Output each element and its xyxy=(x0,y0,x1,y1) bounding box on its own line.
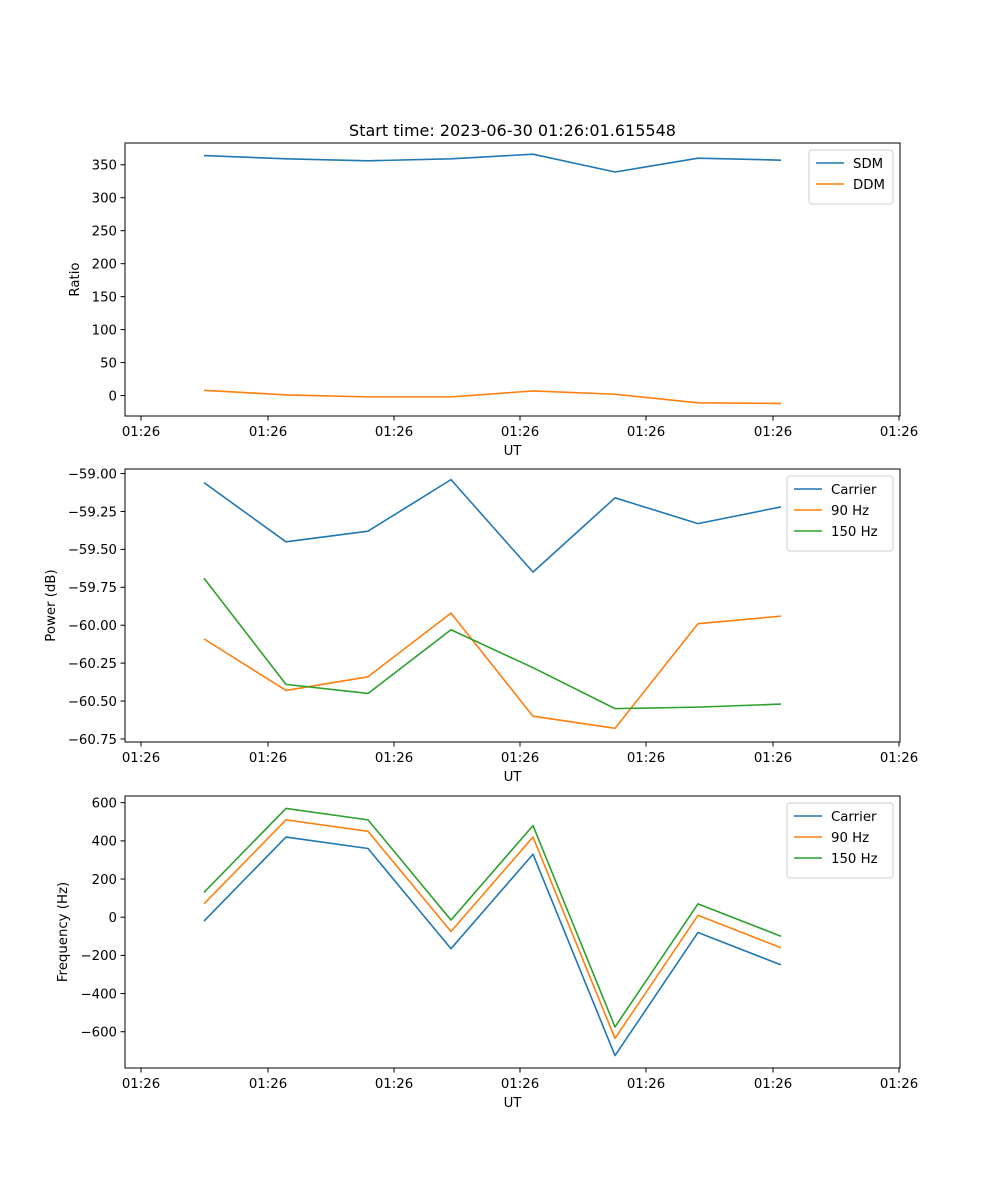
frequency-axes-frame xyxy=(124,795,901,1069)
frequency-legend-box xyxy=(786,802,894,879)
frequency-legend-label-0: Carrier xyxy=(831,810,877,825)
power-x-tick-label-2: 01:26 xyxy=(375,751,413,766)
frequency-x-tick-label-4: 01:26 xyxy=(627,1077,665,1092)
power-axes-frame xyxy=(124,468,901,743)
ratio-axes-frame xyxy=(124,142,901,417)
frequency-y-tick-label-5: 400 xyxy=(92,835,117,850)
ratio-y-tick-label-0: 0 xyxy=(109,389,117,404)
power-x-tick-label-1: 01:26 xyxy=(249,751,287,766)
power-series-line-0 xyxy=(203,478,782,573)
frequency-y-axis-label: Frequency (Hz) xyxy=(56,882,71,982)
power-series-line-1 xyxy=(203,612,782,730)
ratio-y-axis-label: Ratio xyxy=(68,262,83,296)
frequency-x-tick-label-5: 01:26 xyxy=(754,1077,792,1092)
frequency-x-tick-label-3: 01:26 xyxy=(501,1077,539,1092)
ratio-y-tick-label-1: 50 xyxy=(100,356,117,371)
power-y-tick-label-7: −59.00 xyxy=(68,467,117,482)
power-y-tick-label-5: −59.50 xyxy=(68,543,117,558)
ratio-y-tick-label-2: 100 xyxy=(92,323,117,338)
frequency-y-tick-label-0: −600 xyxy=(80,1026,117,1041)
ratio-legend-label-0: SDM xyxy=(853,157,883,172)
ratio-y-tick-label-7: 350 xyxy=(92,159,117,174)
power-x-tick-label-0: 01:26 xyxy=(122,751,160,766)
frequency-x-tick-label-1: 01:26 xyxy=(249,1077,287,1092)
ratio-series-line-0 xyxy=(203,153,782,173)
frequency-y-tick-label-4: 200 xyxy=(92,873,117,888)
power-legend-label-2: 150 Hz xyxy=(831,525,878,540)
frequency-legend-label-1: 90 Hz xyxy=(831,831,869,846)
frequency-y-tick-label-2: −200 xyxy=(80,949,117,964)
frequency-legend: Carrier 90 Hz 150 Hz xyxy=(786,802,894,879)
frequency-series-line-2 xyxy=(203,807,782,1028)
power-y-tick-label-3: −60.00 xyxy=(68,619,117,634)
power-x-tick-label-3: 01:26 xyxy=(501,751,539,766)
ratio-x-tick-label-5: 01:26 xyxy=(754,425,792,440)
frequency-x-tick-label-2: 01:26 xyxy=(375,1077,413,1092)
power-legend-label-1: 90 Hz xyxy=(831,504,869,519)
frequency-series-line-0 xyxy=(203,836,782,1057)
ratio-legend: SDM DDM xyxy=(808,149,894,205)
ratio-x-tick-label-1: 01:26 xyxy=(249,425,287,440)
power-x-tick-label-5: 01:26 xyxy=(754,751,792,766)
chart-title: Start time: 2023-06-30 01:26:01.615548 xyxy=(349,121,676,140)
ratio-y-tick-label-4: 200 xyxy=(92,257,117,272)
power-y-tick-label-0: −60.75 xyxy=(68,733,117,748)
power-legend-box xyxy=(786,475,894,552)
power-y-tick-label-1: −60.50 xyxy=(68,695,117,710)
frequency-y-tick-label-1: −400 xyxy=(80,987,117,1002)
panel-ratio: 01:26 01:26 01:26 01:26 01:26 01:26 01:26 UT 0 50… xyxy=(68,142,918,459)
power-legend: Carrier 90 Hz 150 Hz xyxy=(786,475,894,552)
ratio-y-tick-label-3: 150 xyxy=(92,290,117,305)
power-x-tick-label-4: 01:26 xyxy=(627,751,665,766)
panel-power: 01:26 01:26 01:26 01:26 01:26 01:26 01:26 UT −60… xyxy=(44,467,918,785)
power-y-tick-label-6: −59.25 xyxy=(68,505,117,520)
ratio-x-tick-label-4: 01:26 xyxy=(627,425,665,440)
frequency-y-tick-label-3: 0 xyxy=(109,911,117,926)
frequency-legend-label-2: 150 Hz xyxy=(831,852,878,867)
panel-frequency: 01:26 01:26 01:26 01:26 01:26 01:26 01:26 UT −60… xyxy=(56,795,918,1111)
frequency-x-axis-label: UT xyxy=(504,1096,523,1111)
power-y-tick-label-4: −59.75 xyxy=(68,581,117,596)
ratio-y-tick-label-5: 250 xyxy=(92,225,117,240)
ratio-x-tick-label-2: 01:26 xyxy=(375,425,413,440)
power-x-axis-label: UT xyxy=(504,770,523,785)
power-x-tick-label-6: 01:26 xyxy=(880,751,918,766)
ratio-x-axis-label: UT xyxy=(504,444,523,459)
frequency-series-line-1 xyxy=(203,819,782,1040)
frequency-y-tick-label-6: 600 xyxy=(92,796,117,811)
frequency-x-tick-label-0: 01:26 xyxy=(122,1077,160,1092)
ratio-series-line-1 xyxy=(203,389,782,405)
ratio-y-tick-label-6: 300 xyxy=(92,192,117,207)
power-y-tick-label-2: −60.25 xyxy=(68,657,117,672)
power-y-axis-label: Power (dB) xyxy=(44,569,59,641)
power-legend-label-0: Carrier xyxy=(831,483,877,498)
ratio-x-tick-label-6: 01:26 xyxy=(880,425,918,440)
ratio-x-tick-label-0: 01:26 xyxy=(122,425,160,440)
frequency-x-tick-label-6: 01:26 xyxy=(880,1077,918,1092)
ratio-legend-label-1: DDM xyxy=(853,178,885,193)
power-series-line-2 xyxy=(203,577,782,710)
ratio-x-tick-label-3: 01:26 xyxy=(501,425,539,440)
